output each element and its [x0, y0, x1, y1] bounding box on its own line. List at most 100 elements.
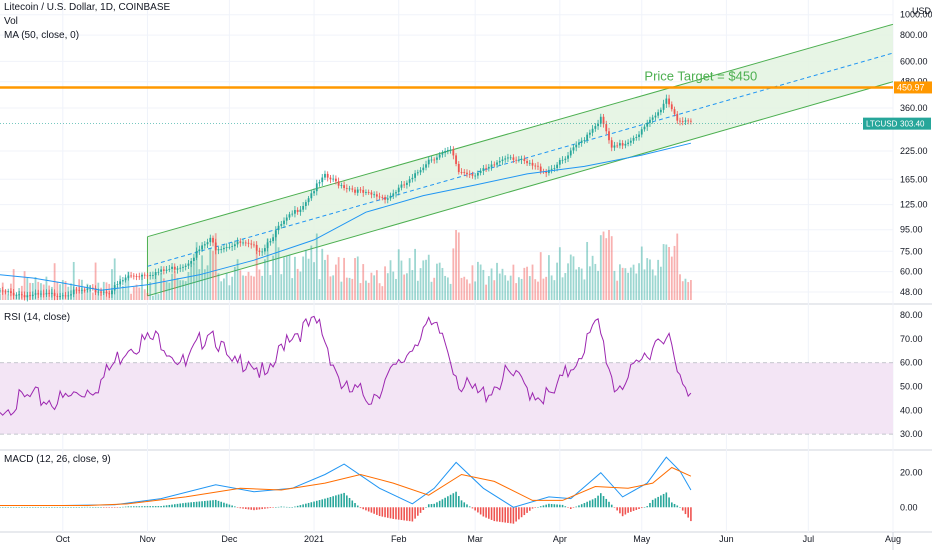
macd-histogram-bar: [537, 507, 539, 508]
macd-histogram-bar: [501, 507, 504, 523]
volume-bar: [367, 282, 370, 300]
macd-histogram-bar: [569, 507, 572, 509]
candle-body: [591, 128, 594, 133]
candle-body: [220, 249, 223, 250]
volume-bar: [392, 271, 395, 300]
candle-body: [173, 266, 176, 270]
macd-histogram-bar: [351, 500, 354, 508]
candle-body: [515, 159, 518, 161]
volume-bar: [616, 280, 619, 300]
candle-body: [395, 192, 397, 194]
macd-histogram-bar: [447, 496, 449, 508]
macd-histogram-bar: [392, 507, 395, 519]
macd-histogram-bar: [340, 493, 343, 508]
volume-bar: [578, 267, 580, 300]
candle-body: [359, 189, 362, 191]
macd-histogram-bar: [4, 507, 7, 508]
candle-body: [337, 181, 340, 186]
candle-body: [121, 280, 124, 282]
volume-bar: [214, 233, 217, 300]
candle-body: [182, 266, 184, 268]
volume-bar: [433, 277, 436, 300]
candle-body: [556, 164, 559, 169]
channel-median-line: [147, 52, 894, 267]
macd-histogram-bar: [528, 507, 531, 511]
symbol-title[interactable]: Litecoin / U.S. Dollar, 1D, COINBASE: [4, 2, 171, 13]
candle-body: [280, 224, 283, 226]
volume-bar: [526, 266, 528, 300]
macd-histogram-bar: [397, 507, 400, 520]
volume-legend[interactable]: Vol: [4, 16, 18, 27]
volume-bar: [572, 256, 575, 300]
volume-bar: [195, 242, 198, 300]
macd-title[interactable]: MACD (12, 26, close, 9): [4, 454, 111, 465]
macd-histogram-bar: [455, 491, 457, 508]
candle-body: [375, 194, 378, 197]
macd-histogram-bar: [89, 506, 91, 508]
volume-bar: [657, 259, 660, 300]
candle-body: [485, 168, 487, 169]
macd-histogram-bar: [239, 507, 242, 509]
candle-body: [602, 116, 605, 125]
candle-body: [135, 276, 138, 277]
price-tick-label: 95.00: [900, 225, 923, 235]
macd-histogram-bar: [460, 500, 463, 508]
candle-body: [157, 271, 160, 273]
macd-histogram-bar: [97, 507, 100, 508]
candle-body: [463, 172, 466, 173]
volume-bar: [59, 284, 61, 300]
macd-histogram-bar: [679, 507, 681, 508]
volume-bar: [94, 262, 97, 300]
volume-bar: [321, 248, 324, 300]
macd-histogram-bar: [602, 496, 605, 508]
volume-bar: [375, 270, 378, 300]
rsi-title[interactable]: RSI (14, close): [4, 312, 71, 323]
macd-histogram-bar: [40, 507, 42, 508]
ma-legend[interactable]: MA (50, close, 0): [4, 30, 80, 41]
volume-bar: [239, 270, 242, 300]
volume-bar: [250, 275, 253, 300]
macd-histogram-bar: [15, 507, 18, 508]
macd-histogram-bar: [643, 507, 646, 508]
macd-histogram-bar: [105, 507, 108, 508]
volume-bar: [613, 270, 616, 300]
macd-histogram-bar: [365, 507, 367, 511]
macd-histogram-bar: [272, 507, 274, 508]
rsi-line: [0, 315, 692, 416]
candle-body: [479, 170, 482, 173]
volume-bar: [594, 263, 597, 300]
macd-histogram-bar: [608, 501, 610, 508]
macd-histogram-bar: [468, 506, 471, 508]
macd-histogram-bar: [277, 506, 280, 508]
volume-bar: [452, 248, 455, 300]
volume-bar: [444, 275, 447, 300]
macd-histogram-bar: [673, 503, 676, 508]
volume-bar: [384, 266, 386, 300]
candle-body: [61, 295, 64, 297]
volume-bar: [307, 258, 310, 300]
volume-bar: [168, 282, 171, 300]
candle-body: [403, 184, 406, 186]
volume-bar: [586, 241, 589, 300]
candle-body: [244, 242, 247, 244]
macd-histogram-bar: [359, 507, 362, 509]
volume-bar: [646, 258, 649, 300]
macd-histogram-bar: [630, 507, 632, 512]
macd-histogram-bar: [10, 507, 12, 508]
macd-histogram-bar: [113, 507, 116, 508]
volume-bar: [4, 289, 7, 300]
volume-bar: [345, 277, 348, 300]
candle-body: [455, 155, 457, 164]
volume-bar: [277, 247, 280, 300]
macd-histogram-bar: [580, 504, 583, 508]
macd-histogram-bar: [318, 500, 321, 508]
candle-body: [198, 249, 201, 252]
macd-histogram-bar: [70, 507, 72, 508]
candle-body: [400, 184, 403, 188]
candle-body: [624, 143, 627, 146]
macd-histogram-bar: [83, 506, 86, 508]
macd-histogram-bar: [255, 507, 258, 510]
candle-body: [225, 247, 228, 248]
volume-bar: [520, 278, 523, 300]
